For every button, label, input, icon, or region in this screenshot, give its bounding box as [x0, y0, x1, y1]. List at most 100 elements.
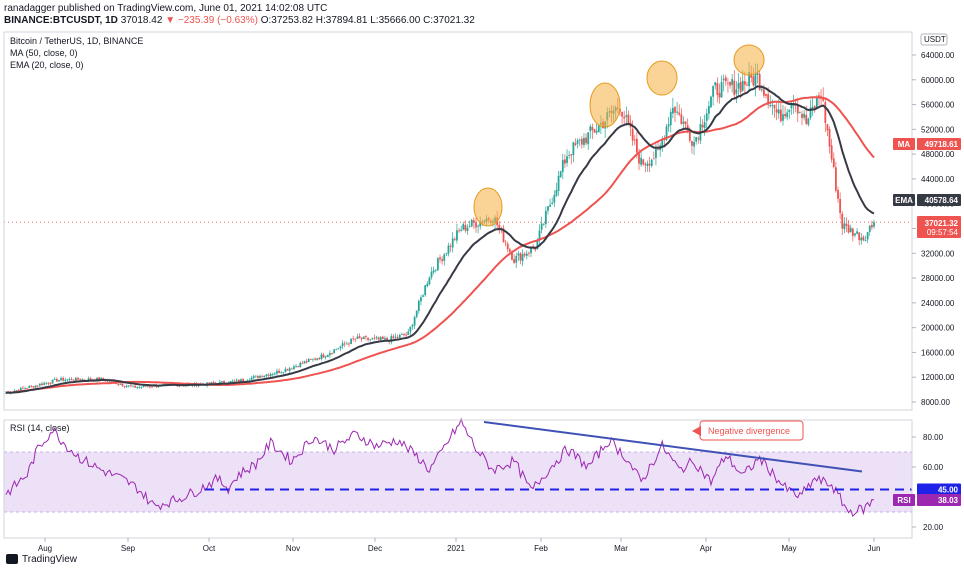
candle[interactable] — [335, 348, 338, 351]
candle[interactable] — [784, 106, 786, 120]
candle[interactable] — [513, 254, 515, 264]
candle[interactable] — [525, 250, 528, 260]
candle[interactable] — [551, 197, 554, 205]
currency-badge[interactable] — [920, 33, 948, 46]
candle[interactable] — [828, 126, 831, 154]
rsi-legend[interactable]: RSI (14, close) — [10, 423, 70, 433]
candle[interactable] — [697, 136, 700, 144]
candle[interactable] — [678, 104, 681, 117]
candle[interactable] — [811, 97, 814, 116]
candle[interactable] — [650, 158, 653, 168]
candle[interactable] — [731, 74, 734, 93]
candle[interactable] — [786, 109, 789, 121]
candle[interactable] — [45, 381, 48, 386]
candle[interactable] — [447, 242, 450, 257]
candle[interactable] — [326, 354, 329, 358]
candle[interactable] — [77, 376, 79, 381]
candle[interactable] — [824, 97, 827, 133]
candle[interactable] — [396, 334, 399, 340]
candle[interactable] — [151, 386, 153, 388]
candle[interactable] — [782, 104, 784, 126]
candle[interactable] — [566, 149, 568, 167]
candle[interactable] — [30, 385, 33, 388]
candle[interactable] — [627, 110, 630, 126]
candle[interactable] — [458, 227, 460, 233]
candle[interactable] — [424, 284, 427, 297]
candle[interactable] — [542, 223, 545, 226]
candle[interactable] — [864, 235, 867, 242]
candle[interactable] — [832, 152, 835, 169]
candle[interactable] — [570, 154, 573, 165]
candle[interactable] — [409, 326, 412, 336]
candle[interactable] — [822, 87, 825, 103]
candle[interactable] — [788, 109, 791, 120]
candle[interactable] — [392, 334, 395, 340]
candle[interactable] — [375, 335, 378, 340]
candle[interactable] — [779, 101, 782, 123]
candle[interactable] — [252, 374, 255, 380]
candle[interactable] — [657, 142, 659, 151]
candle[interactable] — [345, 341, 348, 345]
candle[interactable] — [834, 161, 837, 193]
candle[interactable] — [428, 276, 431, 286]
candle[interactable] — [55, 377, 58, 382]
candle[interactable] — [70, 377, 73, 381]
candle[interactable] — [544, 206, 547, 229]
candle[interactable] — [860, 233, 863, 245]
candle[interactable] — [578, 138, 581, 147]
candle[interactable] — [849, 224, 852, 233]
candle[interactable] — [574, 138, 577, 147]
candle[interactable] — [595, 123, 598, 135]
candle[interactable] — [705, 108, 708, 130]
candle[interactable] — [593, 128, 596, 133]
candle[interactable] — [472, 217, 475, 229]
candle[interactable] — [517, 250, 520, 262]
candle[interactable] — [845, 217, 848, 233]
candle[interactable] — [367, 337, 369, 342]
candle[interactable] — [659, 142, 662, 157]
candle[interactable] — [136, 386, 139, 390]
candle[interactable] — [269, 372, 272, 378]
candle[interactable] — [356, 333, 359, 339]
ema-price-label[interactable]: 40578.64 EMA — [893, 194, 961, 206]
candle[interactable] — [583, 133, 585, 148]
candle[interactable] — [28, 385, 31, 389]
candle[interactable] — [464, 220, 467, 233]
candle[interactable] — [411, 323, 414, 330]
candle[interactable] — [796, 97, 799, 122]
candle[interactable] — [390, 333, 393, 345]
candle[interactable] — [15, 389, 18, 391]
candle[interactable] — [324, 355, 327, 360]
candle[interactable] — [735, 81, 738, 104]
candle[interactable] — [434, 268, 437, 273]
candle[interactable] — [64, 377, 67, 383]
candle[interactable] — [22, 385, 24, 389]
candle[interactable] — [415, 310, 418, 319]
candle[interactable] — [24, 386, 26, 390]
candle[interactable] — [47, 382, 50, 386]
candle[interactable] — [259, 374, 261, 378]
candle[interactable] — [716, 77, 719, 103]
candle[interactable] — [282, 372, 285, 375]
pair-legend[interactable]: Bitcoin / TetherUS, 1D, BINANCE — [10, 36, 144, 46]
candle[interactable] — [837, 186, 839, 203]
candle[interactable] — [301, 360, 304, 365]
candle[interactable] — [417, 299, 420, 314]
candle[interactable] — [462, 221, 465, 231]
candle[interactable] — [621, 111, 623, 124]
candle[interactable] — [318, 356, 321, 360]
candle[interactable] — [758, 70, 761, 91]
candle[interactable] — [299, 361, 302, 368]
candle[interactable] — [405, 331, 408, 338]
candle[interactable] — [856, 228, 858, 235]
candle[interactable] — [420, 294, 422, 306]
candle[interactable] — [572, 141, 575, 163]
candle[interactable] — [400, 332, 403, 335]
candle[interactable] — [521, 249, 524, 267]
candle[interactable] — [127, 384, 130, 388]
candle[interactable] — [724, 74, 727, 86]
candle[interactable] — [826, 123, 829, 137]
candle[interactable] — [699, 116, 702, 144]
candle[interactable] — [430, 266, 433, 280]
candle[interactable] — [701, 119, 704, 131]
